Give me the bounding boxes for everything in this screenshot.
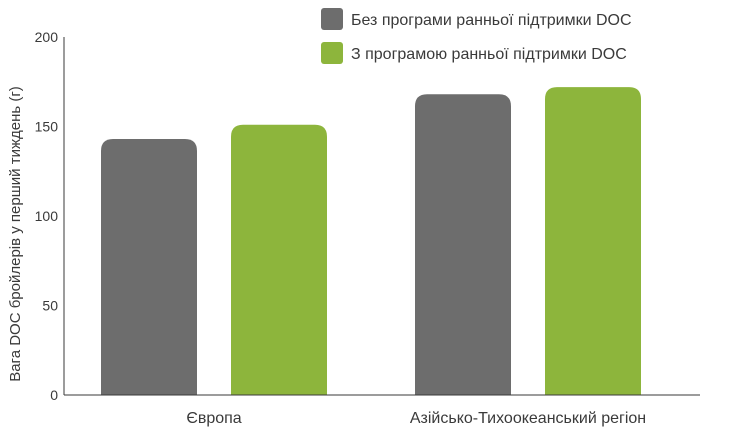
y-tick-label: 50: [42, 298, 58, 314]
legend-swatch: [321, 8, 343, 30]
bar: [545, 87, 641, 396]
y-tick-label: 0: [50, 387, 58, 403]
legend: Без програми ранньої підтримки DOC З прог…: [321, 8, 632, 64]
x-category-label: Європа: [186, 410, 241, 427]
bar: [231, 124, 327, 396]
y-tick-label: 150: [35, 119, 59, 135]
legend-label: Без програми ранньої підтримки DOC: [351, 12, 632, 29]
legend-label: З програмою ранньої підтримки DOC: [351, 46, 627, 63]
y-axis-ticks: 0 50 100 150 200: [35, 29, 59, 403]
y-tick-label: 200: [35, 29, 59, 45]
x-axis-labels: Європа Азійсько-Тихоокеанський регіон: [186, 410, 646, 427]
x-category-label: Азійсько-Тихоокеанський регіон: [410, 410, 646, 427]
y-axis-title: Вага DOC бройлерів у перший тиждень (г): [7, 86, 24, 382]
bars: [101, 87, 641, 396]
legend-swatch: [321, 42, 343, 64]
bar: [101, 139, 197, 395]
bar: [415, 94, 511, 395]
y-tick-label: 100: [35, 208, 59, 224]
